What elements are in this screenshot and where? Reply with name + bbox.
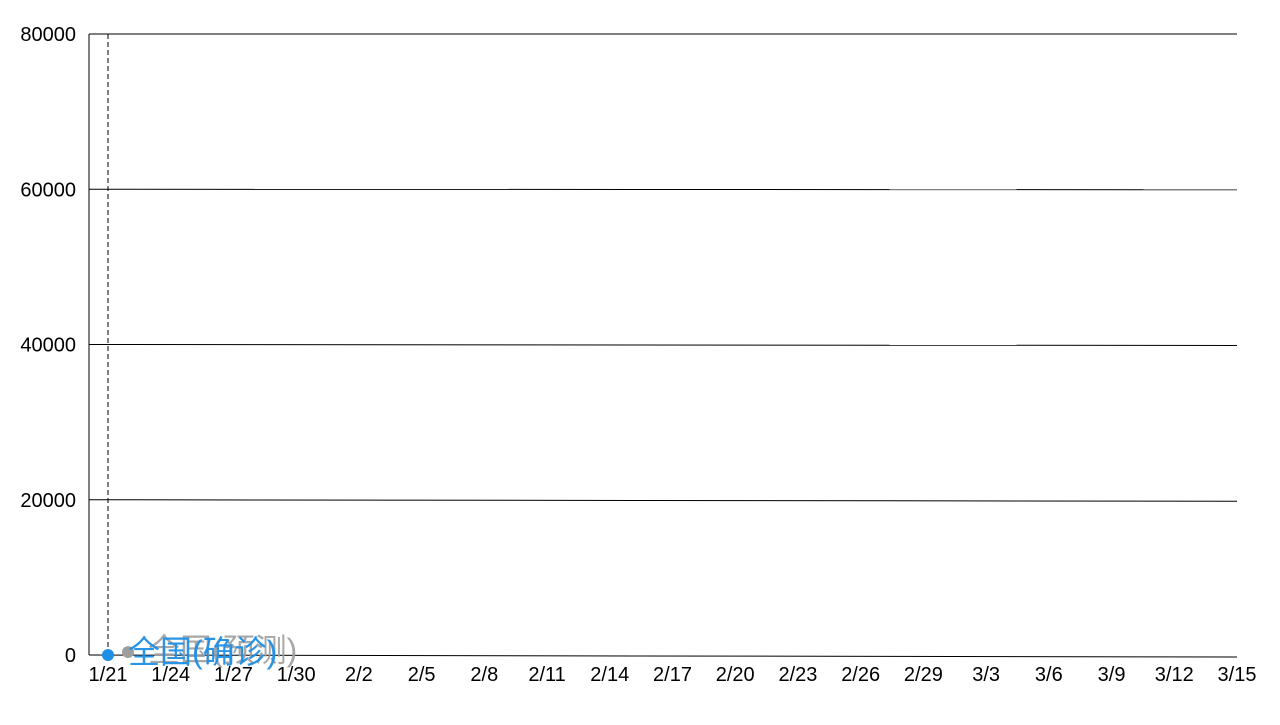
y-tick-label: 80000 — [20, 24, 76, 46]
x-tick-label: 2/20 — [716, 664, 755, 686]
x-tick-label: 3/15 — [1218, 664, 1257, 686]
series-point — [122, 646, 134, 659]
grid-line — [88, 344, 1238, 346]
y-tick-label: 0 — [65, 645, 76, 667]
grid-line — [88, 188, 1238, 191]
y-tick-label: 40000 — [20, 335, 76, 357]
x-tick-label: 2/2 — [345, 664, 373, 686]
x-tick-label: 2/14 — [590, 664, 629, 686]
x-tick-label: 1/21 — [89, 664, 128, 686]
x-tick-label: 1/24 — [151, 664, 190, 686]
x-tick-label: 2/23 — [778, 664, 817, 686]
y-tick-label: 60000 — [20, 179, 76, 201]
x-tick-label: 3/9 — [1098, 664, 1126, 686]
y-axis-ticks: 0 20000 40000 60000 80000 — [20, 24, 76, 667]
x-tick-label: 3/12 — [1155, 664, 1194, 686]
grid-line — [88, 499, 1238, 502]
x-tick-label: 2/26 — [841, 664, 880, 686]
x-tick-label: 2/29 — [904, 664, 943, 686]
axes — [88, 34, 1238, 658]
y-tick-label: 20000 — [20, 490, 76, 512]
series-label: 全国(预测) — [148, 632, 297, 668]
grid-lines — [88, 33, 1238, 502]
x-tick-label: 1/27 — [214, 664, 253, 686]
x-tick-label: 2/8 — [470, 664, 498, 686]
x-tick-label: 2/17 — [653, 664, 692, 686]
x-axis-ticks: 1/21 1/24 1/27 1/30 2/2 2/5 2/8 2/11 2/14 2/17 2/2… — [89, 664, 1257, 686]
x-tick-label: 3/6 — [1035, 664, 1063, 686]
series-label: 全国(确诊) — [128, 634, 277, 670]
x-axis-line — [88, 654, 1238, 658]
x-tick-label: 2/11 — [528, 664, 565, 686]
x-tick-label: 1/30 — [277, 664, 316, 686]
series-point — [102, 649, 114, 662]
series: 全国(预测)全国(确诊) — [102, 632, 297, 670]
x-tick-label: 2/5 — [408, 664, 436, 686]
x-tick-label: 3/3 — [972, 664, 1000, 686]
